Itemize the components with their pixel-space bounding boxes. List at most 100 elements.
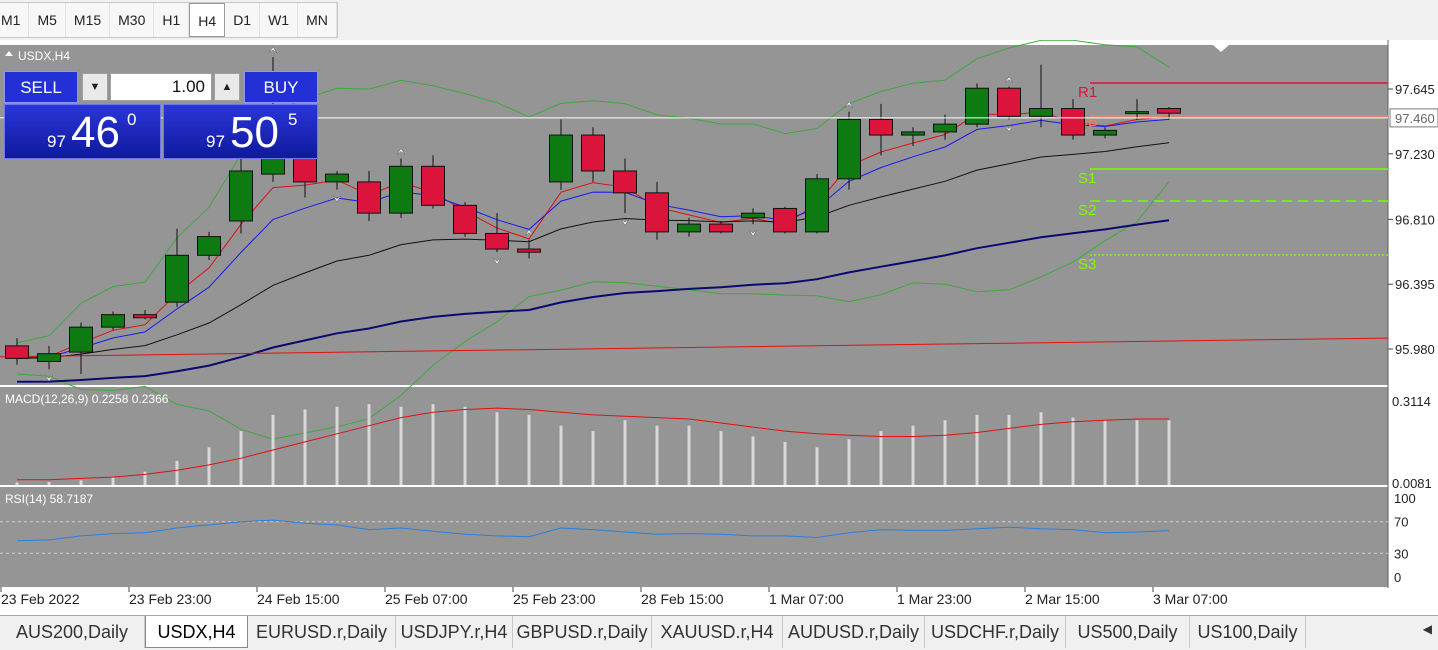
candle-body — [741, 212, 765, 219]
fractal-down-icon — [1004, 125, 1014, 132]
candle-body — [773, 207, 797, 233]
chart-tab[interactable]: US500,Daily — [1066, 616, 1190, 648]
candle-body — [517, 248, 541, 253]
chevron-left-icon[interactable]: ◀ — [1422, 622, 1432, 636]
chart-tab[interactable]: GBPUSD.r,Daily — [513, 616, 652, 648]
candle-body — [549, 134, 573, 183]
rsi-tick-label: 0 — [1394, 570, 1401, 585]
time-tick-label: 23 Feb 2022 — [1, 591, 80, 607]
fractal-down-icon — [44, 375, 54, 382]
macd-label: MACD(12,26,9) 0.2258 0.2366 — [5, 392, 169, 406]
candles — [5, 56, 1181, 374]
upper-bollinger-band — [16, 40, 1170, 344]
timeframe-button-m5[interactable]: M5 — [29, 3, 66, 37]
buy-price-pips: 50 — [230, 108, 279, 157]
candle-body — [613, 170, 637, 194]
time-tick-label: 23 Feb 23:00 — [129, 591, 212, 607]
price-tick-label: 95.980 — [1395, 342, 1435, 357]
time-tick-label: 25 Feb 23:00 — [513, 591, 596, 607]
fractal-down-icon — [492, 257, 502, 265]
price-tick-label: 96.810 — [1395, 212, 1435, 227]
candle-body — [869, 118, 893, 136]
timeframe-button-h4[interactable]: H4 — [189, 3, 226, 37]
fractal-up-icon — [524, 229, 534, 236]
candle-body — [1157, 108, 1181, 114]
candle-body — [197, 236, 221, 256]
sell-price-handle: 97 — [47, 132, 66, 151]
candle-body — [837, 118, 861, 180]
candle-body — [901, 131, 925, 136]
pivot-label-s2: S2 — [1078, 202, 1096, 219]
candle-body — [37, 353, 61, 362]
time-tick-label: 28 Feb 15:00 — [641, 591, 724, 607]
macd-tick-label: 0.3114 — [1392, 394, 1431, 409]
lot-increase-button[interactable]: ▲ — [214, 73, 240, 101]
chart-tab[interactable]: XAUUSD.r,H4 — [652, 616, 783, 648]
buy-button[interactable]: BUY — [244, 71, 318, 103]
chart-tab[interactable]: EURUSD.r,Daily — [248, 616, 396, 648]
medium-ma-line — [16, 118, 1170, 359]
symbol-label: USDX,H4 — [18, 49, 70, 63]
fractal-down-icon — [332, 195, 342, 203]
time-tick-label: 1 Mar 23:00 — [897, 591, 972, 607]
candle-body — [997, 87, 1021, 117]
candle-body — [581, 134, 605, 172]
chart-tabs-bar: ◀ AUS200,Daily USDX,H4 EURUSD.r,Daily USDJP… — [0, 615, 1438, 650]
price-tick-label: 96.395 — [1395, 277, 1435, 292]
sell-price-button[interactable]: 97 46 0 — [4, 104, 161, 159]
chart-tab[interactable]: USDCHF.r,Daily — [925, 616, 1066, 648]
chart-window[interactable]: R1 PP S1 S2 S3 97.645 97.230 96.810 96.395 95.98… — [0, 40, 1438, 615]
candle-body — [69, 326, 93, 353]
macd-indicator: 0.3114 0.0081 — [15, 394, 1432, 491]
sell-button[interactable]: SELL — [4, 71, 78, 103]
fractal-up-icon — [844, 101, 854, 108]
lot-size-input[interactable]: 1.00 — [110, 73, 212, 101]
timeframe-button-d1[interactable]: D1 — [225, 3, 261, 37]
tab-scroll-arrows[interactable]: ◀ — [1423, 622, 1432, 636]
timeframe-button-m1[interactable]: M1 — [0, 3, 30, 37]
fractal-up-icon — [396, 148, 406, 155]
time-tick-label: 25 Feb 07:00 — [385, 591, 468, 607]
chart-tab[interactable]: US100,Daily — [1190, 616, 1306, 648]
fractal-down-icon — [748, 229, 758, 237]
timeframe-group: M1 M5 M15 M30 H1 H4 D1 W1 MN — [0, 2, 338, 38]
buy-price-button[interactable]: 97 50 5 — [163, 104, 318, 159]
buy-price-handle: 97 — [206, 132, 225, 151]
pivot-label-r1: R1 — [1078, 84, 1097, 101]
chart-tab[interactable]: USDX,H4 — [145, 616, 248, 648]
rsi-tick-label: 70 — [1394, 515, 1408, 530]
candle-body — [293, 154, 317, 183]
timeframe-button-h1[interactable]: H1 — [154, 3, 190, 37]
timeframe-toolbar: M1 M5 M15 M30 H1 H4 D1 W1 MN — [0, 0, 1438, 41]
candle-body — [357, 181, 381, 214]
chart-shift-marker[interactable] — [1213, 45, 1229, 52]
rsi-pane-bg — [0, 487, 1388, 587]
macd-pane-bg — [0, 387, 1388, 485]
timeframe-button-mn[interactable]: MN — [298, 3, 337, 37]
timeframe-button-w1[interactable]: W1 — [260, 3, 299, 37]
chart-tab[interactable]: USDJPY.r,H4 — [396, 616, 513, 648]
time-axis: 23 Feb 2022 23 Feb 23:00 24 Feb 15:00 25 Fe… — [0, 587, 1228, 607]
timeframe-button-m30[interactable]: M30 — [110, 3, 155, 37]
timeframe-button-m15[interactable]: M15 — [66, 3, 111, 37]
bollinger-bands — [16, 40, 1170, 440]
rsi-label: RSI(14) 58.7187 — [5, 492, 93, 506]
candle-body — [453, 204, 477, 234]
rsi-line — [16, 519, 1170, 542]
rsi-tick-label: 30 — [1394, 546, 1408, 561]
candle-body — [485, 232, 509, 250]
candle-body — [325, 173, 349, 183]
lot-decrease-button[interactable]: ▼ — [82, 73, 108, 101]
chart-tab[interactable]: AUDUSD.r,Daily — [783, 616, 925, 648]
candle-body — [101, 314, 125, 328]
candle-body — [165, 254, 189, 303]
sell-price-fraction: 0 — [127, 110, 137, 129]
buy-price-fraction: 5 — [288, 110, 298, 129]
collapse-icon[interactable] — [5, 51, 13, 56]
price-tick-label: 97.230 — [1395, 147, 1435, 162]
lower-bollinger-band — [16, 181, 1170, 440]
rsi-indicator: 100 70 30 0 — [0, 491, 1416, 585]
chart-tab[interactable]: AUS200,Daily — [0, 616, 145, 648]
